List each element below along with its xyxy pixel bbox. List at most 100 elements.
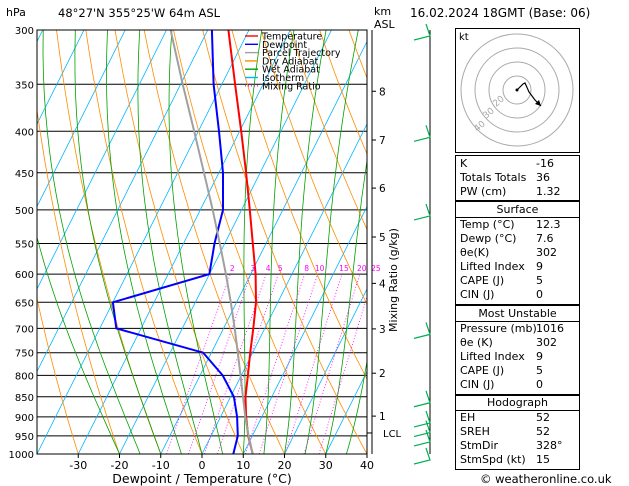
surface-row: CIN (J) 0 xyxy=(460,288,543,301)
unstable-row: Pressure (mb) 1016 xyxy=(460,322,564,335)
mixing-ratio-line xyxy=(166,273,231,454)
km-tick-label: 4 xyxy=(379,278,386,290)
hodograph-origin xyxy=(515,88,519,92)
temperature-tick-label: -30 xyxy=(69,459,87,472)
unstable-row: θe (K) 302 xyxy=(460,336,557,349)
dry-adiabat-line xyxy=(260,30,367,306)
hodograph-ring-40 xyxy=(460,33,574,147)
mixing-ratio-label: 15 xyxy=(339,264,349,273)
asl-label: ASL xyxy=(374,18,395,31)
isotherm-line xyxy=(201,123,367,454)
isotherm-line xyxy=(284,288,367,454)
pressure-tick-label: 950 xyxy=(15,432,34,443)
hpa-axis-unit: hPa xyxy=(6,6,26,19)
mixing-ratio-line xyxy=(318,295,367,454)
surface-table: Surface Temp (°C) 12.3 Dewp (°C) 7.6 θe(K)… xyxy=(455,201,580,305)
pressure-tick-label: 600 xyxy=(15,270,34,281)
stats-row-pw: PW (cm) 1.32 xyxy=(460,185,561,198)
wind-barb xyxy=(413,125,431,142)
isotherm-line xyxy=(37,30,85,125)
temperature-tick-label: 30 xyxy=(319,459,333,472)
km-tick-label: 1 xyxy=(379,411,386,423)
x-axis-title: Dewpoint / Temperature (°C) xyxy=(112,471,291,486)
hodograph: kt 40 30 20 xyxy=(455,28,580,153)
pressure-tick-label: 700 xyxy=(15,324,34,335)
wet-adiabat-line xyxy=(325,158,367,454)
unstable-row: Lifted Index 9 xyxy=(460,350,543,363)
temperature-tick-label: -10 xyxy=(152,459,170,472)
isotherm-line xyxy=(37,30,126,208)
wet-adiabat-line xyxy=(37,235,120,454)
temperature-tick-label: 10 xyxy=(236,459,250,472)
dry-adiabat-line xyxy=(583,30,629,454)
mixing-ratio-label: 10 xyxy=(315,264,325,273)
km-tick-label: 7 xyxy=(379,135,386,147)
hodograph-ring-30 xyxy=(474,47,560,133)
isotherm-line xyxy=(119,30,332,454)
pressure-tick-label: 1000 xyxy=(9,450,34,461)
dry-adiabat-line xyxy=(202,30,367,454)
wet-adiabat-line xyxy=(106,30,182,454)
mixing-ratio-label: 3 xyxy=(251,264,256,273)
dry-adiabat-line xyxy=(143,30,285,454)
dry-adiabat-line xyxy=(612,30,629,454)
hodo-row: SREH 52 xyxy=(460,425,550,438)
temperature-tick-label: -20 xyxy=(111,459,129,472)
pressure-tick-label: 900 xyxy=(15,413,34,424)
hodograph-ring-20 xyxy=(488,61,546,119)
location-label: 48°27'N 355°25'W 64m ASL xyxy=(58,6,221,20)
parcel-trajectory-curve xyxy=(169,30,254,454)
isotherm-line xyxy=(37,30,209,373)
hodo-row: StmDir 328° xyxy=(460,439,563,452)
wind-barb xyxy=(413,23,431,41)
hodo-row: StmSpd (kt) 15 xyxy=(460,453,550,466)
legend-label: Temperature xyxy=(261,32,322,43)
wet-adiabat-line xyxy=(74,30,162,454)
legend-label: Wet Adiabat xyxy=(262,65,320,76)
legend-label: Mixing Ratio xyxy=(262,81,321,92)
surface-row: Dewp (°C) 7.6 xyxy=(460,232,554,245)
pressure-tick-label: 750 xyxy=(15,349,34,360)
mixing-ratio-label: 25 xyxy=(371,264,381,273)
isotherm-line xyxy=(77,30,291,454)
surface-row: Temp (°C) 12.3 xyxy=(460,218,561,231)
mixing-ratio-label: 4 xyxy=(266,264,271,273)
surface-row: Lifted Index 9 xyxy=(460,260,543,273)
copyright: © weatheronline.co.uk xyxy=(480,472,612,486)
legend-label: Parcel Trajectory xyxy=(262,48,341,59)
pressure-tick-label: 550 xyxy=(15,239,34,250)
hodograph-ring-10 xyxy=(502,75,532,105)
wind-barb xyxy=(413,203,431,221)
hodograph-table: Hodograph EH 52 SREH 52 StmDir 328° StmSpd … xyxy=(455,395,580,470)
mixing-ratio-label: 20 xyxy=(357,264,367,273)
pressure-tick-label: 650 xyxy=(15,298,34,309)
stats-table: K -16 Totals Totals 36 PW (cm) 1.32 xyxy=(455,155,580,201)
surface-title: Surface xyxy=(496,203,539,216)
wet-adiabat-line xyxy=(137,30,203,454)
wind-barb xyxy=(413,429,431,447)
most-unstable-table: Most Unstable Pressure (mb) 1016 θe (K) 30… xyxy=(455,305,580,395)
wind-barb xyxy=(413,410,431,428)
wet-adiabat-line xyxy=(42,30,141,454)
km-tick-label: 3 xyxy=(379,324,386,336)
dewpoint-curve xyxy=(111,30,239,454)
temperature-tick-label: 40 xyxy=(360,459,374,472)
stats-row-k: K -16 xyxy=(460,157,554,170)
isotherm-line xyxy=(325,370,367,454)
km-tick-label: 8 xyxy=(379,86,386,98)
wind-barb xyxy=(413,420,431,438)
wet-adiabat-line xyxy=(284,30,327,454)
pressure-tick-label: 300 xyxy=(15,26,34,37)
pressure-tick-label: 400 xyxy=(15,127,34,138)
hodo-row: EH 52 xyxy=(460,411,550,424)
isotherm-line xyxy=(160,40,367,454)
temperature-tick-label: 20 xyxy=(278,459,292,472)
isotherm-line xyxy=(37,30,250,454)
wind-barb xyxy=(413,390,431,408)
km-tick-label: 5 xyxy=(379,232,386,244)
lcl-label: LCL xyxy=(383,429,402,440)
dry-adiabat-line xyxy=(290,30,367,231)
wet-adiabat-line xyxy=(263,30,295,454)
